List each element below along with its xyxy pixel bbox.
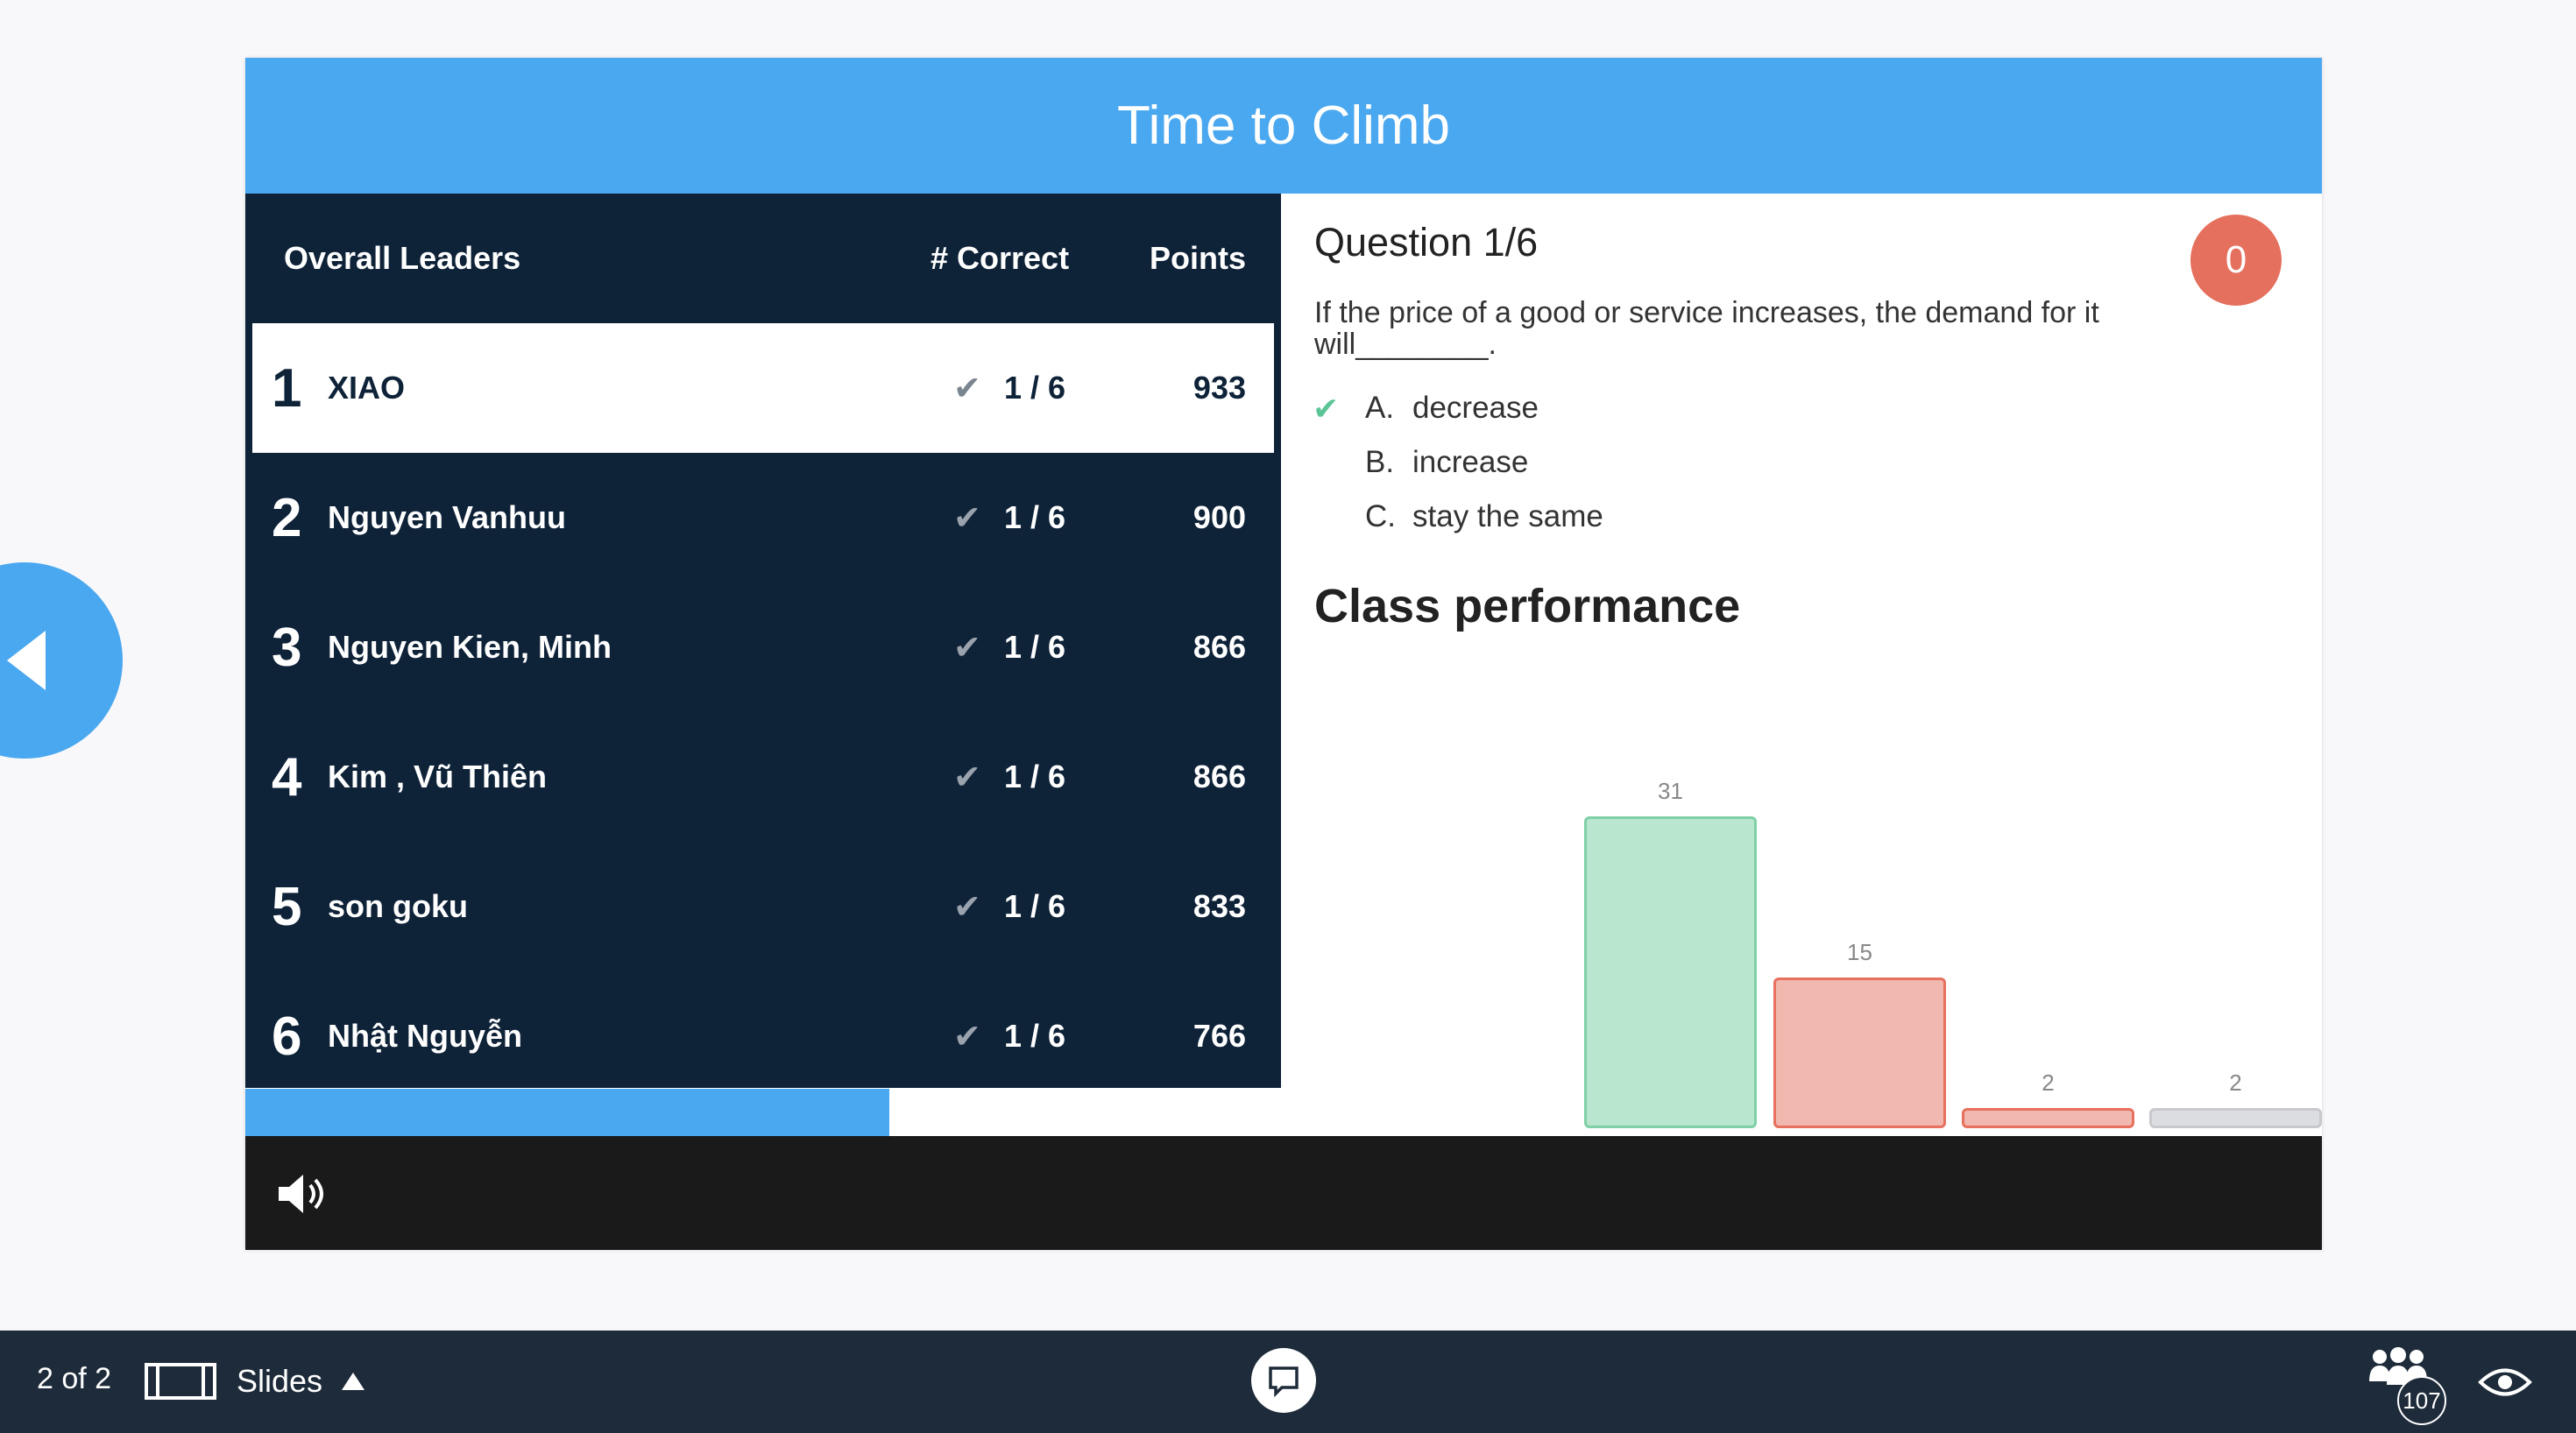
leaderboard: Overall Leaders # Correct Points 1 XIAO … [245,194,1281,1088]
value-label: 31 [1658,778,1683,804]
chat-icon [1269,1366,1299,1397]
player-name: Nhật Nguyễn [328,1018,523,1054]
points: 833 [1192,888,1246,924]
checkmark-icon: ✔ [953,888,981,926]
leaderboard-row: 1 XIAO ✔ 1 / 6 933 [252,323,1274,453]
leaderboard-row: 6 Nhật Nguyễn ✔ 1 / 6 766 [252,971,1274,1101]
header-points: Points [1149,240,1246,276]
bar-3 [2149,1108,2322,1128]
option-letter: C. [1365,499,1396,533]
points: 766 [1192,1018,1246,1054]
slide: Time to Climb Overall Leaders # Correct … [245,58,2322,1250]
page-indicator: 2 of 2 [37,1362,112,1395]
timer-badge: 0 [2190,215,2282,306]
rank: 1 [272,357,302,419]
points: 933 [1192,370,1246,406]
rank: 5 [272,876,302,937]
points: 900 [1192,499,1246,535]
question-text: If the price of a good or service increa… [1314,296,2099,361]
chat-button[interactable] [1251,1348,1316,1413]
correct-count: 1 / 6 [1004,759,1066,794]
rank: 6 [272,1006,302,1067]
rank: 2 [272,487,302,548]
points: 866 [1192,759,1246,794]
value-label: 2 [2229,1069,2242,1097]
correct-check-icon: ✔ [1313,391,1340,427]
checkmark-icon: ✔ [953,759,981,796]
presenter-toolbar: 2 of 2 Slides 107 [0,1331,2576,1433]
correct-count: 1 / 6 [1004,629,1066,665]
value-label: 15 [1847,938,1872,965]
progress-bar [245,1089,889,1136]
slides-toggle[interactable]: Slides [144,1353,365,1409]
checkmark-icon: ✔ [953,629,981,667]
bar-2 [1962,1108,2134,1128]
arrow-left-icon [7,631,46,690]
header-correct: # Correct [931,240,1070,276]
participants-button[interactable]: 107 [2367,1346,2446,1425]
option-letter: B. [1365,445,1395,479]
option-text: increase [1412,445,1529,479]
performance-chart: 31✓A15B2C2None [1281,194,2322,1177]
leaderboard-row: 4 Kim , Vũ Thiên ✔ 1 / 6 866 [252,712,1274,842]
rank: 4 [272,746,302,808]
bar-1 [1773,977,1946,1128]
question-label: Question 1/6 [1314,220,1539,265]
player-name: Nguyen Vanhuu [328,499,567,535]
rank: 3 [272,617,302,678]
points: 866 [1192,629,1246,665]
bar-0 [1584,816,1757,1128]
slides-icon [145,1363,216,1400]
leaderboard-row: 3 Nguyen Kien, Minh ✔ 1 / 6 866 [252,582,1274,712]
caret-up-icon [342,1373,365,1390]
option-text: decrease [1412,391,1539,425]
participant-count: 107 [2397,1376,2446,1425]
leaderboard-row: 5 son goku ✔ 1 / 6 833 [252,842,1274,971]
correct-count: 1 / 6 [1004,1018,1066,1054]
player-name: XIAO [328,370,406,406]
player-name: son goku [328,888,468,924]
slides-label: Slides [237,1363,323,1399]
value-label: 2 [2042,1069,2055,1097]
option-text: stay the same [1412,499,1603,533]
player-name: Nguyen Kien, Minh [328,629,612,665]
previous-slide-button[interactable] [0,562,123,759]
checkmark-icon: ✔ [953,370,981,407]
slide-title: Time to Climb [245,58,2322,194]
correct-count: 1 / 6 [1004,370,1066,406]
slide-footer [245,1136,2322,1250]
eye-icon[interactable] [2478,1366,2532,1399]
player-name: Kim , Vũ Thiên [328,759,548,794]
performance-title: Class performance [1314,580,1741,632]
leaderboard-row: 2 Nguyen Vanhuu ✔ 1 / 6 900 [252,453,1274,582]
checkmark-icon: ✔ [953,1018,981,1055]
correct-count: 1 / 6 [1004,888,1066,924]
header-leaders: Overall Leaders [284,240,521,276]
correct-count: 1 / 6 [1004,499,1066,535]
question-panel: Question 1/6 0 If the price of a good or… [1281,194,2322,1177]
checkmark-icon: ✔ [953,499,981,537]
speaker-icon[interactable] [275,1171,331,1217]
option-letter: A. [1365,391,1395,425]
